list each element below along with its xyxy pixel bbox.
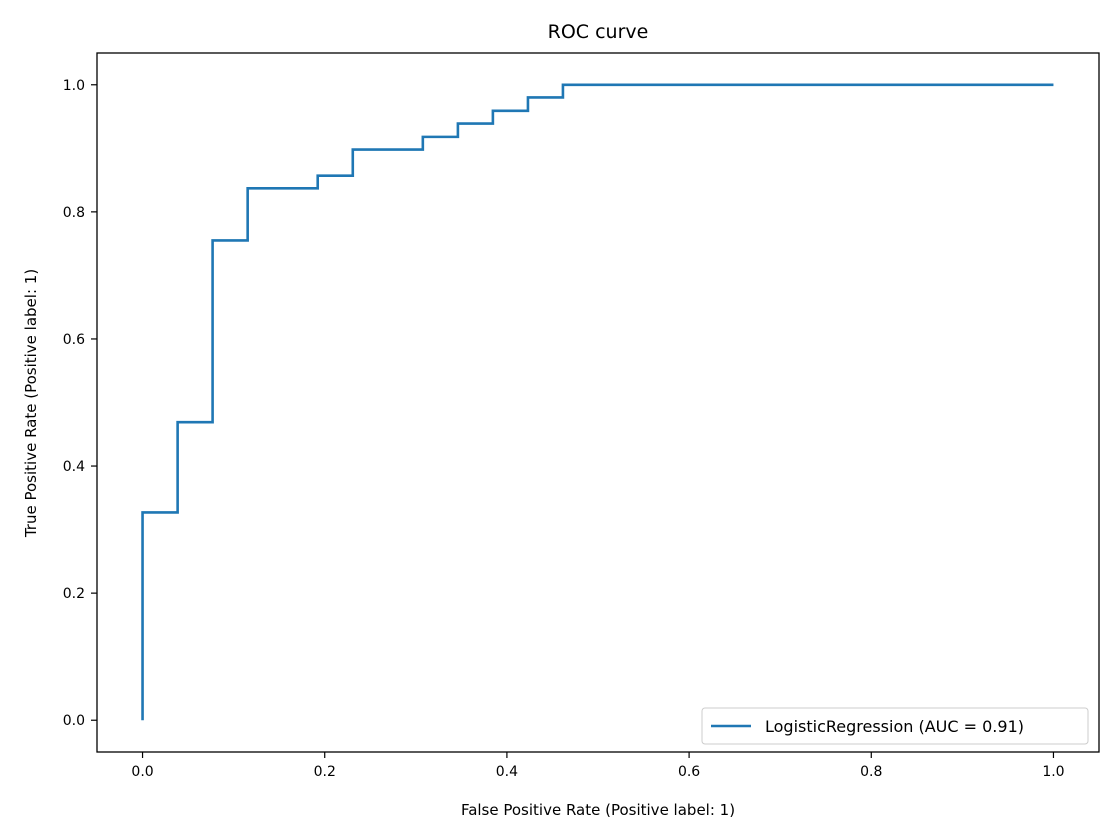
legend: LogisticRegression (AUC = 0.91): [701, 707, 1089, 745]
x-tick-label: 0.0: [131, 764, 153, 780]
y-tick-label: 0.4: [63, 459, 85, 475]
plot-area: [141, 83, 1054, 721]
roc-curve-line: [141, 83, 1054, 721]
x-tick-label: 0.8: [860, 764, 882, 780]
y-tick-label: 0.6: [63, 332, 85, 348]
y-tick-label: 0.8: [63, 205, 85, 221]
x-tick-label: 0.4: [496, 764, 518, 780]
axis-ticks: 0.0 0.2 0.4 0.6 0.8 1.0 0.0 0.2 0.4 0.6 0.8 1.0: [63, 78, 1065, 780]
axes-frame: [96, 52, 1100, 753]
y-axis-label: True Positive Rate (Positive label: 1): [22, 269, 40, 538]
x-tick-label: 0.2: [314, 764, 336, 780]
x-tick-label: 1.0: [1042, 764, 1064, 780]
y-tick-label: 0.2: [63, 586, 85, 602]
chart-title: ROC curve: [548, 21, 649, 43]
legend-box: [701, 707, 1089, 745]
legend-label: LogisticRegression (AUC = 0.91): [765, 717, 1024, 736]
y-tick-label: 0.0: [63, 713, 85, 729]
y-tick-label: 1.0: [63, 78, 85, 94]
x-tick-label: 0.6: [678, 764, 700, 780]
x-axis-label: False Positive Rate (Positive label: 1): [461, 801, 735, 819]
